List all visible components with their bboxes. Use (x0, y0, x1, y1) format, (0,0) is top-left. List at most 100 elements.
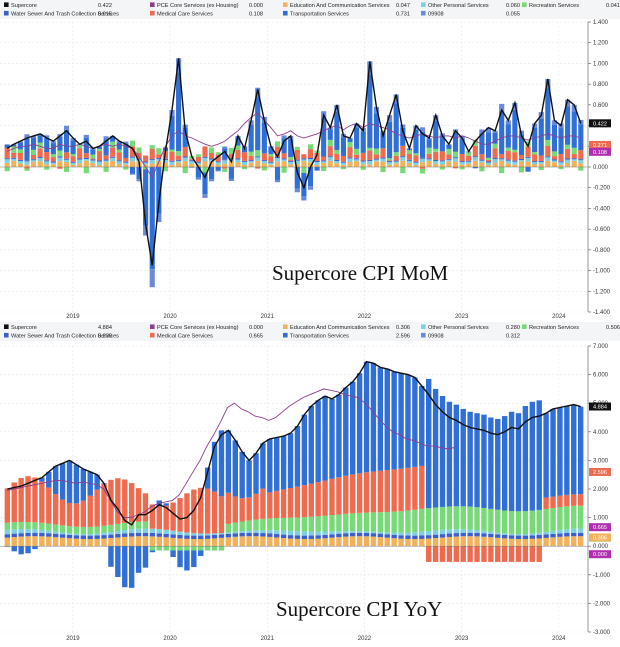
bar-segment-other-personal-services (387, 162, 392, 165)
bar-segment-other-personal-services (150, 160, 155, 164)
bar-segment-water-sewer-and-trash-collection-services (143, 533, 148, 536)
bar-segment-recreation-services (275, 141, 280, 146)
bar-segment-other-personal-services (420, 159, 425, 163)
bar-segment-transportation-services (212, 442, 217, 492)
bar-segment-medical-care-services (267, 492, 272, 518)
bar-segment-other-personal-services (51, 163, 56, 165)
bar-segment-water-sewer-and-trash-collection-services (130, 157, 135, 158)
bar-segment-water-sewer-and-trash-collection-services (433, 160, 438, 161)
chart-title: Supercore CPI YoY (276, 597, 442, 621)
bar-segment-other-personal-services (502, 533, 507, 535)
bar-segment-recreation-services (461, 506, 466, 529)
bar-segment-water-sewer-and-trash-collection-services (53, 534, 58, 537)
bar-segment-transportation-services (539, 119, 544, 156)
bar-segment-water-sewer-and-trash-collection-services (461, 533, 466, 536)
bar-segment-recreation-services (74, 527, 79, 534)
bar-segment-education-and-communication-services (334, 163, 339, 167)
bar-segment-other-personal-services (334, 161, 339, 163)
bar-segment-other-personal-services (341, 163, 346, 165)
bar-segment-water-sewer-and-trash-collection-services (398, 535, 403, 538)
bar-segment-medical-care-services (364, 472, 369, 512)
bar-segment-education-and-communication-services (550, 537, 555, 546)
bar-segment-medical-care-services (308, 149, 313, 158)
bar-segment-other-personal-services (433, 161, 438, 164)
bar-segment-water-sewer-and-trash-collection-services (94, 535, 99, 538)
bar-segment-water-sewer-and-trash-collection-services (509, 535, 514, 538)
bar-segment-transportation-services (334, 112, 339, 150)
bar-segment-medical-care-services (550, 497, 555, 508)
bar-segment-medical-care-services (249, 156, 254, 160)
legend-value-transportation-services: 2.596 (396, 334, 410, 340)
bar-segment-transportation-services (361, 132, 366, 153)
bar-segment-water-sewer-and-trash-collection-services (378, 534, 383, 537)
bar-segment-education-and-communication-services (60, 538, 65, 546)
bar-segment-other-personal-services (53, 532, 58, 534)
bar-segment-other-personal-services (512, 162, 517, 165)
bar-segment-recreation-services (301, 167, 306, 173)
bar-segment-recreation-services (367, 148, 372, 151)
bar-segment-education-and-communication-services (71, 165, 76, 167)
bar-segment-recreation-services (53, 524, 58, 531)
x-tick-label: 2021 (261, 636, 275, 642)
bar-segment-recreation-services (295, 517, 300, 531)
bar-segment-water-sewer-and-trash-collection-services (123, 162, 128, 163)
bar-segment-09908 (525, 171, 530, 172)
bar-segment-other-personal-services (67, 533, 72, 535)
bar-segment-recreation-services (184, 546, 189, 550)
bar-segment-education-and-communication-services (486, 165, 491, 167)
bar-segment-medical-care-services (433, 152, 438, 160)
bar-segment-medical-care-services (341, 156, 346, 162)
bar-segment-other-personal-services (315, 532, 320, 536)
bar-segment-recreation-services (493, 144, 498, 148)
bar-segment-medical-care-services (222, 167, 227, 169)
bar-segment-education-and-communication-services (364, 536, 369, 546)
bar-segment-water-sewer-and-trash-collection-services (274, 534, 279, 537)
x-tick-label: 2024 (552, 636, 566, 642)
legend-label-medical-care-services: Medical Care Services (157, 334, 213, 340)
bar-segment-education-and-communication-services (509, 539, 514, 546)
bar-segment-water-sewer-and-trash-collection-services (426, 535, 431, 538)
bar-segment-other-personal-services (525, 158, 530, 161)
bar-segment-medical-care-services (380, 148, 385, 157)
bar-segment-other-personal-services (481, 531, 486, 533)
bar-segment-recreation-services (97, 149, 102, 151)
bar-segment-water-sewer-and-trash-collection-services (473, 156, 478, 157)
bar-segment-other-personal-services (242, 162, 247, 165)
bar-segment-medical-care-services (53, 494, 58, 524)
bar-segment-09908 (150, 269, 155, 287)
bar-segment-transportation-services (24, 138, 29, 160)
bar-segment-transportation-services (274, 438, 279, 491)
bar-segment-other-personal-services (371, 532, 376, 533)
bar-segment-recreation-services (235, 145, 240, 150)
bar-segment-other-personal-services (446, 160, 451, 162)
bar-segment-education-and-communication-services (301, 161, 306, 167)
bar-segment-other-personal-services (493, 159, 498, 162)
bar-segment-water-sewer-and-trash-collection-services (412, 536, 417, 539)
bar-segment-water-sewer-and-trash-collection-services (405, 536, 410, 539)
bar-segment-medical-care-services (202, 146, 207, 156)
bar-segment-water-sewer-and-trash-collection-services (565, 158, 570, 159)
bar-segment-water-sewer-and-trash-collection-services (288, 535, 293, 538)
bar-segment-recreation-services (196, 154, 201, 156)
bar-segment-recreation-services (552, 151, 557, 156)
bar-segment-other-personal-services (94, 534, 99, 536)
bar-segment-other-personal-services (578, 160, 583, 163)
bar-segment-water-sewer-and-trash-collection-services (150, 159, 155, 160)
bar-segment-medical-care-services (419, 466, 424, 509)
bar-segment-education-and-communication-services (321, 163, 326, 167)
bar-segment-transportation-services (545, 88, 550, 140)
bar-segment-medical-care-services (240, 498, 245, 521)
bar-segment-water-sewer-and-trash-collection-services (46, 533, 51, 536)
bar-segment-water-sewer-and-trash-collection-services (209, 158, 214, 159)
bar-segment-other-personal-services (440, 161, 445, 164)
bar-segment-recreation-services (212, 546, 217, 550)
bar-segment-other-personal-services (322, 531, 327, 534)
bar-segment-education-and-communication-services (578, 536, 583, 546)
bar-segment-education-and-communication-services (385, 538, 390, 547)
bar-segment-water-sewer-and-trash-collection-services (60, 534, 65, 537)
legend-label-09908: 09908 (428, 334, 444, 340)
bar-segment-other-personal-services (309, 532, 314, 536)
bar-segment-recreation-services (321, 167, 326, 171)
bar-segment-water-sewer-and-trash-collection-services (122, 533, 127, 536)
y-tick-label: 0.000 (593, 544, 609, 550)
